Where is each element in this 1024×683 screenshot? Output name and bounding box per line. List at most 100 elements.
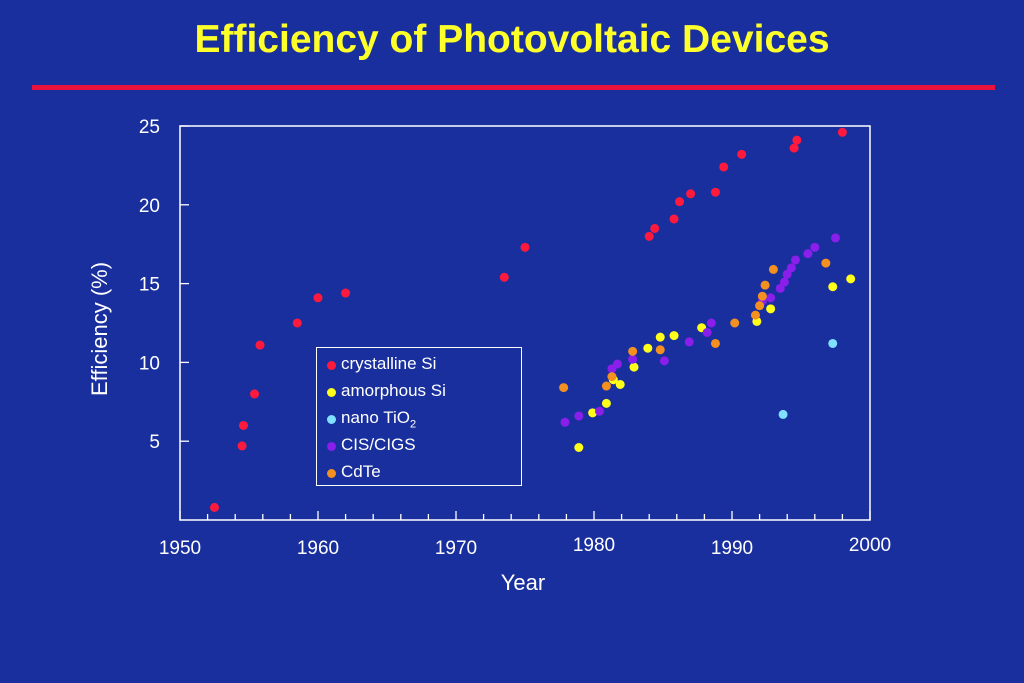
data-point	[210, 502, 219, 512]
data-point	[238, 420, 248, 430]
data-points	[210, 127, 856, 512]
data-point	[250, 389, 260, 399]
legend-label: amorphous Si	[341, 381, 446, 401]
plot-area	[179, 125, 871, 521]
legend-label: nano TiO2	[341, 408, 417, 431]
data-point	[737, 149, 747, 159]
legend: crystalline Si amorphous Si nano TiO2 CI…	[316, 347, 522, 486]
data-point	[292, 318, 302, 328]
data-point	[706, 318, 716, 328]
legend-marker	[327, 388, 336, 397]
data-point	[643, 343, 653, 353]
data-point	[607, 372, 617, 382]
slide-title: Efficiency of Photovoltaic Devices	[194, 18, 830, 61]
y-tick-label: 25	[139, 117, 160, 138]
data-point	[574, 443, 584, 453]
data-point	[803, 249, 813, 259]
data-point	[644, 231, 654, 241]
data-point	[615, 379, 625, 389]
data-point	[655, 345, 665, 355]
series-cis-cigs	[560, 233, 840, 427]
data-point	[828, 338, 838, 348]
series-crystalline-si	[210, 127, 847, 512]
legend-marker	[327, 469, 336, 478]
data-point	[669, 331, 679, 341]
legend-item: nano TiO2	[317, 406, 521, 433]
legend-marker	[327, 415, 336, 424]
x-tick-label: 1990	[711, 538, 753, 559]
legend-label: CIS/CIGS	[341, 435, 416, 455]
x-tick-label: 1950	[159, 538, 201, 559]
data-point	[778, 409, 788, 419]
data-point	[846, 274, 856, 284]
data-point	[612, 359, 622, 369]
x-tick-label: 1970	[435, 538, 477, 559]
data-point	[760, 280, 770, 290]
data-point	[588, 408, 598, 418]
title-divider	[32, 85, 995, 90]
data-point	[574, 411, 584, 421]
data-point	[828, 282, 838, 292]
data-point	[237, 441, 247, 451]
x-axis-label: Year	[500, 570, 546, 595]
data-point	[831, 233, 840, 243]
x-tick-label: 1980	[573, 535, 615, 556]
data-point	[628, 346, 638, 356]
x-tick-label: 1960	[297, 538, 339, 559]
data-point	[686, 189, 696, 199]
data-point	[730, 318, 740, 328]
data-point	[750, 310, 760, 320]
data-point	[601, 398, 611, 408]
axis-ticks: 1950 1960 1970 1980 1990 2000 5 10 15 20 25	[139, 117, 891, 559]
data-point	[790, 255, 800, 265]
legend-item: crystalline Si	[317, 352, 521, 379]
data-point	[675, 197, 685, 207]
legend-label: CdTe	[341, 462, 381, 482]
data-point	[255, 340, 265, 350]
data-point	[766, 304, 776, 314]
data-point	[560, 417, 570, 427]
data-point	[710, 187, 720, 197]
data-point	[520, 242, 530, 252]
data-point	[702, 327, 712, 337]
y-tick-label: 10	[139, 353, 160, 374]
data-point	[655, 332, 665, 342]
data-point	[595, 406, 605, 416]
data-point	[341, 288, 351, 298]
data-point	[313, 293, 323, 303]
legend-item: CIS/CIGS	[317, 433, 521, 460]
data-point	[669, 214, 679, 224]
data-point	[628, 354, 638, 364]
data-point	[789, 143, 799, 153]
data-point	[837, 127, 847, 137]
data-point	[499, 272, 509, 282]
data-point	[755, 301, 765, 311]
legend-marker	[327, 442, 336, 451]
data-point	[821, 258, 831, 268]
data-point	[650, 223, 660, 233]
data-point	[601, 381, 611, 391]
y-tick-label: 15	[139, 275, 160, 296]
data-point	[559, 383, 569, 393]
data-point	[719, 162, 729, 172]
x-tick-label: 2000	[849, 535, 891, 556]
legend-item: amorphous Si	[317, 379, 521, 406]
data-point	[684, 337, 694, 347]
data-point	[629, 362, 639, 372]
data-point	[757, 291, 767, 301]
data-point	[779, 277, 789, 287]
legend-label: crystalline Si	[341, 354, 437, 374]
data-point	[792, 135, 802, 145]
data-point	[710, 338, 720, 348]
data-point	[810, 242, 820, 252]
y-axis-label: Efficiency (%)	[87, 261, 112, 397]
series-nano-tio2	[778, 338, 838, 419]
series-cdte	[559, 258, 831, 393]
data-point	[786, 263, 796, 273]
legend-item: CdTe	[317, 460, 521, 487]
data-point	[659, 356, 669, 366]
legend-marker	[327, 361, 336, 370]
y-tick-label: 20	[139, 196, 160, 217]
data-point	[766, 293, 776, 303]
